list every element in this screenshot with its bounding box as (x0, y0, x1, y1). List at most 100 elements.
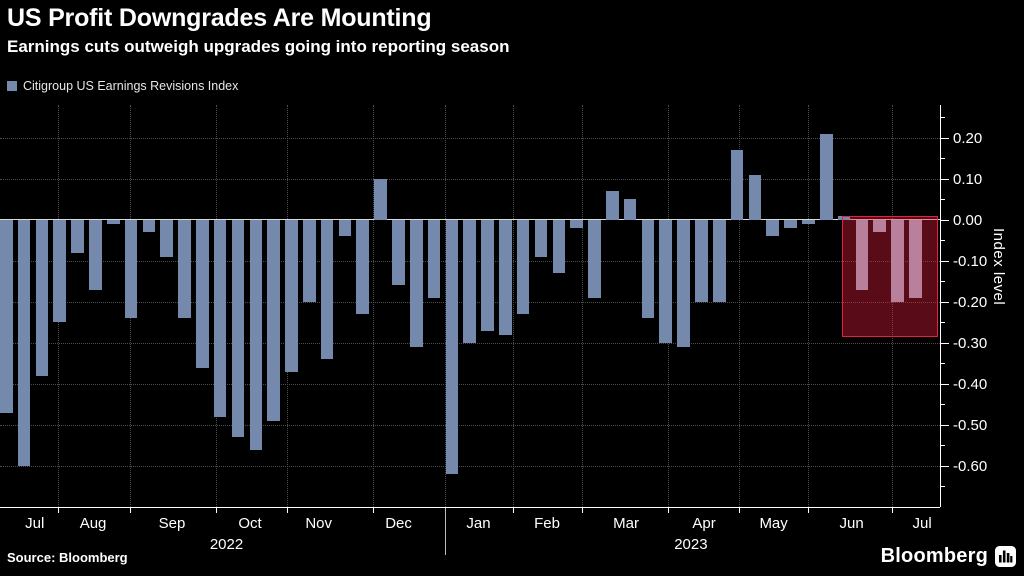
bar-week-20 (338, 219, 352, 237)
x-axis: Jul Aug Sep Oct Nov Dec Jan Feb Mar Apr May Jun Jul 2… (0, 507, 940, 560)
bar-week-30 (516, 219, 530, 315)
bar-week-50 (873, 219, 886, 233)
x-month-label: May (759, 515, 788, 532)
bar-week-9 (142, 219, 156, 233)
bar-week-4 (53, 219, 67, 323)
x-month-tick (808, 508, 810, 513)
x-month-label: Jul (25, 515, 45, 532)
x-month-label: Jul (912, 515, 932, 532)
vertical-gridline (373, 105, 375, 507)
x-month-tick (892, 508, 894, 513)
bar-week-18 (303, 219, 316, 302)
vertical-gridline (513, 105, 515, 507)
bar-week-11 (178, 219, 191, 319)
horizontal-gridline (0, 383, 940, 385)
bar-week-29 (499, 219, 512, 335)
y-minor-tick (940, 158, 945, 160)
x-month-label: Dec (385, 515, 412, 532)
bloomberg-logo-icon (995, 546, 1016, 567)
vertical-gridline (581, 105, 583, 507)
x-month-label: Feb (534, 515, 561, 532)
year-divider-line (444, 508, 446, 555)
bar-week-23 (392, 219, 405, 286)
bar-week-7 (106, 219, 120, 224)
bar-week-51 (891, 219, 904, 302)
y-major-tick (940, 301, 949, 303)
bar-week-46 (802, 219, 815, 224)
bar-week-35 (606, 191, 619, 220)
bar-week-52 (909, 219, 922, 298)
x-month-tick (668, 508, 670, 513)
bar-week-31 (534, 219, 548, 257)
y-minor-tick (940, 486, 945, 488)
y-major-tick (940, 260, 949, 262)
legend-swatch-icon (7, 81, 17, 91)
x-month-label: Aug (79, 515, 107, 532)
bar-week-14 (231, 219, 245, 438)
x-month-tick (513, 508, 515, 513)
y-tick-label: 0.10 (953, 170, 983, 188)
x-year-label: 2022 (209, 536, 244, 553)
bar-week-27 (463, 219, 477, 343)
y-minor-tick (940, 281, 945, 283)
source-note: Source: Bloomberg (7, 550, 128, 565)
bar-week-12 (196, 219, 209, 368)
bar-week-24 (409, 219, 423, 347)
y-minor-tick (940, 445, 945, 447)
bar-week-13 (213, 219, 227, 417)
bar-week-39 (677, 219, 690, 347)
x-month-tick (58, 508, 60, 513)
bar-week-40 (695, 219, 708, 302)
horizontal-gridline (0, 465, 940, 467)
bar-week-44 (766, 219, 780, 237)
y-major-tick (940, 137, 949, 139)
branding: Bloomberg (881, 545, 1016, 568)
y-tick-label: -0.20 (953, 293, 988, 311)
x-month-label: Jan (466, 515, 491, 532)
x-month-label: Jun (839, 515, 864, 532)
bar-week-25 (427, 219, 441, 298)
y-minor-tick (940, 240, 945, 242)
bar-week-22 (374, 178, 387, 220)
x-month-tick (286, 508, 288, 513)
legend-label: Citigroup US Earnings Revisions Index (23, 79, 239, 93)
y-tick-label: -0.50 (953, 416, 988, 434)
y-axis-line (940, 105, 941, 507)
bar-week-43 (748, 174, 762, 220)
highlight-region-border (842, 215, 939, 337)
x-year-label: 2023 (674, 536, 708, 553)
bar-week-36 (623, 199, 637, 220)
x-month-tick (216, 508, 218, 513)
y-minor-tick (940, 199, 945, 201)
x-month-tick (738, 508, 740, 513)
bar-week-49 (855, 219, 869, 290)
y-major-tick (940, 383, 949, 385)
horizontal-gridline (0, 424, 940, 426)
y-major-tick (940, 342, 949, 344)
bar-week-17 (285, 219, 298, 372)
bar-week-26 (445, 219, 459, 475)
bar-week-2 (17, 219, 31, 466)
y-axis: 0.20 0.10 0.00 -0.10 -0.20 -0.30 -0.40 -0.50 -0.… (940, 105, 1024, 507)
vertical-gridline (892, 105, 894, 507)
bar-week-32 (552, 219, 566, 274)
x-month-label: Nov (305, 515, 332, 532)
bar-week-3 (35, 219, 49, 376)
bar-week-37 (641, 219, 655, 319)
y-tick-label: -0.10 (953, 252, 988, 270)
x-month-label: Mar (613, 515, 639, 532)
y-minor-tick (940, 363, 945, 365)
x-month-label: Sep (158, 515, 186, 532)
bar-week-16 (267, 219, 280, 421)
y-minor-tick (940, 404, 945, 406)
x-month-tick (581, 508, 583, 513)
bloomberg-wordmark: Bloomberg (880, 545, 988, 567)
bar-week-34 (588, 219, 601, 298)
x-month-label: Oct (238, 515, 262, 532)
y-tick-label: 0.00 (953, 211, 983, 229)
bar-week-41 (712, 219, 726, 302)
y-major-tick (940, 219, 949, 221)
bar-week-42 (730, 150, 744, 220)
horizontal-gridline (0, 178, 940, 180)
